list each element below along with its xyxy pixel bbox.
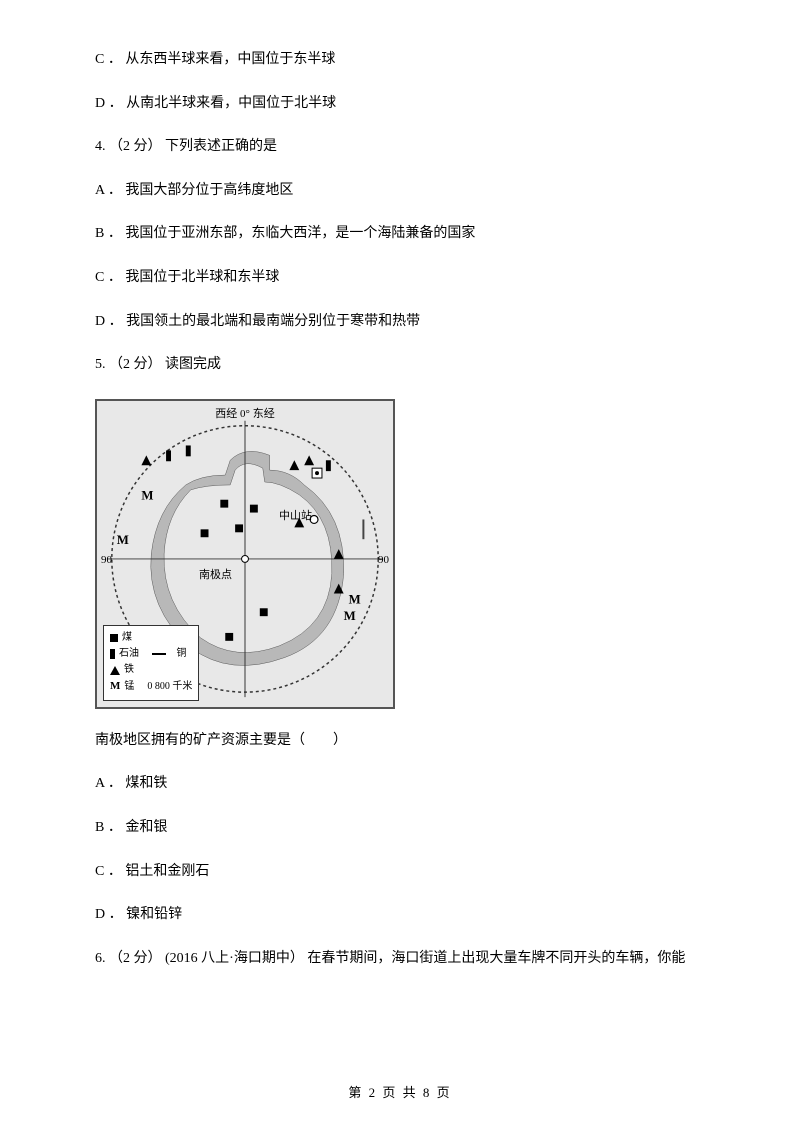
q4-option-a: A ． 我国大部分位于高纬度地区 [95, 181, 705, 201]
map-zhongshan-label: 中山站 [279, 509, 312, 524]
map-legend: 煤 石油 铜 铁 M锰 0 800 千米 [103, 625, 199, 701]
svg-text:M: M [117, 533, 129, 547]
legend-oil: 石油 [119, 646, 139, 662]
legend-cu: 铜 [177, 646, 187, 662]
page-footer: 第 2 页 共 8 页 [0, 1084, 800, 1102]
svg-text:M: M [349, 592, 361, 606]
q5-option-d: D ． 镍和铅锌 [95, 905, 705, 925]
prev-option-c: C ． 从东西半球来看，中国位于东半球 [95, 50, 705, 70]
q5-subq: 南极地区拥有的矿产资源主要是（ ） [95, 731, 705, 751]
legend-scale: 0 800 千米 [147, 679, 192, 695]
q6-stem: 6. （2 分） (2016 八上·海口期中） 在春节期间，海口街道上出现大量车… [95, 949, 705, 969]
map-left-90: 90 [101, 553, 112, 568]
q4-option-b: B ． 我国位于亚洲东部，东临大西洋，是一个海陆兼备的国家 [95, 224, 705, 244]
prev-option-d: D ． 从南北半球来看，中国位于北半球 [95, 94, 705, 114]
q4-option-c: C ． 我国位于北半球和东半球 [95, 268, 705, 288]
svg-text:M: M [141, 488, 153, 502]
map-right-90: 90 [378, 553, 389, 568]
q4-stem: 4. （2 分） 下列表述正确的是 [95, 137, 705, 157]
q5-option-b: B ． 金和银 [95, 818, 705, 838]
q5-stem: 5. （2 分） 读图完成 [95, 355, 705, 375]
map-center-label: 南极点 [199, 568, 232, 583]
legend-coal: 煤 [122, 630, 132, 646]
q5-option-a: A ． 煤和铁 [95, 774, 705, 794]
q5-option-c: C ． 铝土和金刚石 [95, 862, 705, 882]
antarctica-map: M M M M 西经 0° 东经 南极点 中山站 90 90 煤 石油 铜 铁 … [95, 399, 395, 709]
legend-mn: 锰 [124, 679, 134, 695]
q4-option-d: D ． 我国领土的最北端和最南端分别位于寒带和热带 [95, 312, 705, 332]
map-top-label: 西经 0° 东经 [97, 407, 393, 422]
svg-text:M: M [344, 609, 356, 623]
legend-fe: 铁 [124, 662, 134, 678]
